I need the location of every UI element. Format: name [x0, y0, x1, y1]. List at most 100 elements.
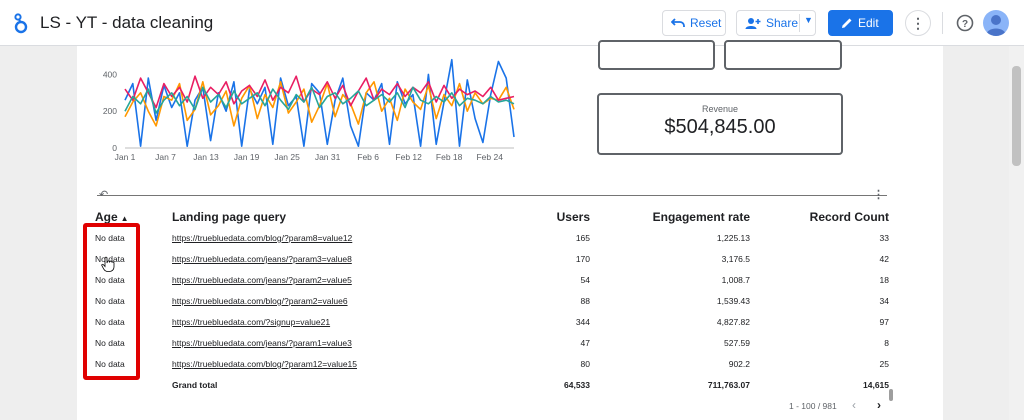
- column-header-landing-page[interactable]: Landing page query: [172, 210, 287, 224]
- cell-users: 170: [575, 254, 590, 264]
- x-tick-label: Jan 25: [274, 152, 300, 162]
- table-row[interactable]: No data https://truebluedata.com/jeans/?…: [77, 272, 943, 292]
- cell-engagement: 1,225.13: [716, 233, 750, 243]
- column-header-age[interactable]: Age ▲: [95, 210, 129, 224]
- cell-landing-link[interactable]: https://truebluedata.com/jeans/?param2=v…: [172, 275, 352, 285]
- x-tick-label: Jan 13: [193, 152, 219, 162]
- column-header-users[interactable]: Users: [556, 210, 590, 224]
- revenue-scorecard[interactable]: Revenue $504,845.00: [597, 93, 843, 155]
- x-tick-label: Jan 31: [315, 152, 341, 162]
- edit-button[interactable]: Edit: [828, 10, 893, 36]
- y-tick-label: 200: [103, 106, 117, 116]
- cell-users: 47: [580, 338, 590, 348]
- sort-ascending-icon: ▲: [120, 214, 129, 223]
- svg-text:?: ?: [962, 19, 968, 30]
- cell-landing-link[interactable]: https://truebluedata.com/jeans/?param3=v…: [172, 254, 352, 264]
- cell-records: 18: [879, 275, 889, 285]
- table-row[interactable]: No data https://truebluedata.com/blog/?p…: [77, 356, 943, 376]
- reset-button[interactable]: Reset: [662, 10, 726, 36]
- cell-landing-link[interactable]: https://truebluedata.com/jeans/?param1=v…: [172, 338, 352, 348]
- time-series-chart[interactable]: 0 200 400 Jan 1 Jan 7 Jan 13 Jan 19 Jan 25 Jan 3…: [77, 46, 517, 171]
- x-tick-label: Jan 19: [234, 152, 260, 162]
- x-tick-label: Feb 12: [395, 152, 422, 162]
- chevron-right-icon[interactable]: ›: [877, 398, 881, 412]
- series-line-4[interactable]: [124, 86, 515, 114]
- cell-records: 25: [879, 359, 889, 369]
- total-engagement: 711,763.07: [707, 380, 750, 390]
- pagination-info: 1 - 100 / 981: [789, 401, 837, 411]
- cell-engagement: 3,176.5: [721, 254, 750, 264]
- help-icon[interactable]: ?: [952, 10, 978, 36]
- cell-age: No data: [95, 338, 125, 348]
- cell-age: No data: [95, 254, 125, 264]
- series-line-3[interactable]: [124, 75, 515, 109]
- more-vert-icon[interactable]: ⋮: [905, 10, 931, 36]
- cell-age: No data: [95, 359, 125, 369]
- x-tick-label: Feb 6: [357, 152, 379, 162]
- table-scrollbar[interactable]: [889, 389, 893, 401]
- chart-table-divider: [97, 195, 887, 196]
- cell-engagement: 1,008.7: [721, 275, 750, 285]
- cell-records: 42: [879, 254, 889, 264]
- cell-landing-link[interactable]: https://truebluedata.com/blog/?param8=va…: [172, 233, 353, 243]
- cell-landing-link[interactable]: https://truebluedata.com/blog/?param2=va…: [172, 296, 348, 306]
- edit-label: Edit: [858, 16, 879, 30]
- table-more-icon[interactable]: ⋮: [873, 189, 884, 201]
- y-tick-label: 0: [112, 143, 117, 153]
- cell-users: 165: [575, 233, 590, 243]
- cell-records: 97: [879, 317, 889, 327]
- scorecard-top-right[interactable]: [724, 40, 842, 70]
- undo-icon: [671, 18, 685, 27]
- table-row[interactable]: No data https://truebluedata.com/jeans/?…: [77, 251, 943, 271]
- cell-users: 54: [580, 275, 590, 285]
- undo-icon[interactable]: ↶: [99, 189, 109, 201]
- age-header-label: Age: [95, 210, 118, 224]
- x-tick-label: Feb 18: [436, 152, 463, 162]
- series-line-1[interactable]: [124, 58, 515, 147]
- column-header-engagement[interactable]: Engagement rate: [652, 210, 750, 224]
- scorecard-top-left[interactable]: [598, 40, 715, 70]
- x-tick-label: Jan 7: [155, 152, 176, 162]
- share-button[interactable]: Share ▼: [736, 10, 816, 36]
- x-tick-label: Feb 24: [476, 152, 503, 162]
- cell-users: 344: [575, 317, 590, 327]
- revenue-value: $504,845.00: [664, 116, 776, 138]
- report-canvas: 0 200 400 Jan 1 Jan 7 Jan 13 Jan 19 Jan 25 Jan 3…: [77, 40, 943, 420]
- person-add-icon: [745, 18, 761, 29]
- page-scrollbar[interactable]: [1009, 46, 1024, 420]
- cell-engagement: 1,539.43: [716, 296, 750, 306]
- account-avatar[interactable]: [983, 10, 1009, 36]
- cell-users: 88: [580, 296, 590, 306]
- table-row[interactable]: No data https://truebluedata.com/blog/?p…: [77, 293, 943, 313]
- cell-records: 8: [884, 338, 889, 348]
- total-records: 14,615: [863, 380, 889, 390]
- grand-total-label: Grand total: [172, 380, 218, 390]
- cell-age: No data: [95, 296, 125, 306]
- table-row[interactable]: No data https://truebluedata.com/?signup…: [77, 314, 943, 334]
- table-row[interactable]: No data https://truebluedata.com/blog/?p…: [77, 230, 943, 250]
- share-split-divider: [799, 14, 800, 32]
- cell-age: No data: [95, 275, 125, 285]
- table-row[interactable]: No data https://truebluedata.com/jeans/?…: [77, 335, 943, 355]
- report-title[interactable]: LS - YT - data cleaning: [40, 13, 214, 32]
- app-header: LS - YT - data cleaning Reset Share ▼ Ed…: [0, 0, 1024, 46]
- cell-age: No data: [95, 317, 125, 327]
- column-header-records[interactable]: Record Count: [809, 210, 889, 224]
- cell-engagement: 527.59: [724, 338, 750, 348]
- cell-engagement: 902.2: [728, 359, 750, 369]
- cell-engagement: 4,827.82: [716, 317, 750, 327]
- total-users: 64,533: [564, 380, 590, 390]
- pencil-icon: [842, 18, 852, 28]
- chevron-down-icon[interactable]: ▼: [804, 15, 813, 25]
- revenue-label: Revenue: [701, 104, 739, 114]
- share-label: Share: [766, 16, 799, 30]
- looker-studio-logo-icon[interactable]: [12, 12, 30, 34]
- cell-landing-link[interactable]: https://truebluedata.com/blog/?param12=v…: [172, 359, 357, 369]
- x-tick-label: Jan 1: [115, 152, 136, 162]
- y-tick-label: 400: [103, 69, 117, 79]
- chevron-left-icon[interactable]: ‹: [852, 398, 856, 412]
- cell-landing-link[interactable]: https://truebluedata.com/?signup=value21: [172, 317, 331, 327]
- cell-age: No data: [95, 233, 125, 243]
- scrollbar-thumb[interactable]: [1012, 66, 1021, 166]
- hand-cursor-icon: [101, 256, 115, 272]
